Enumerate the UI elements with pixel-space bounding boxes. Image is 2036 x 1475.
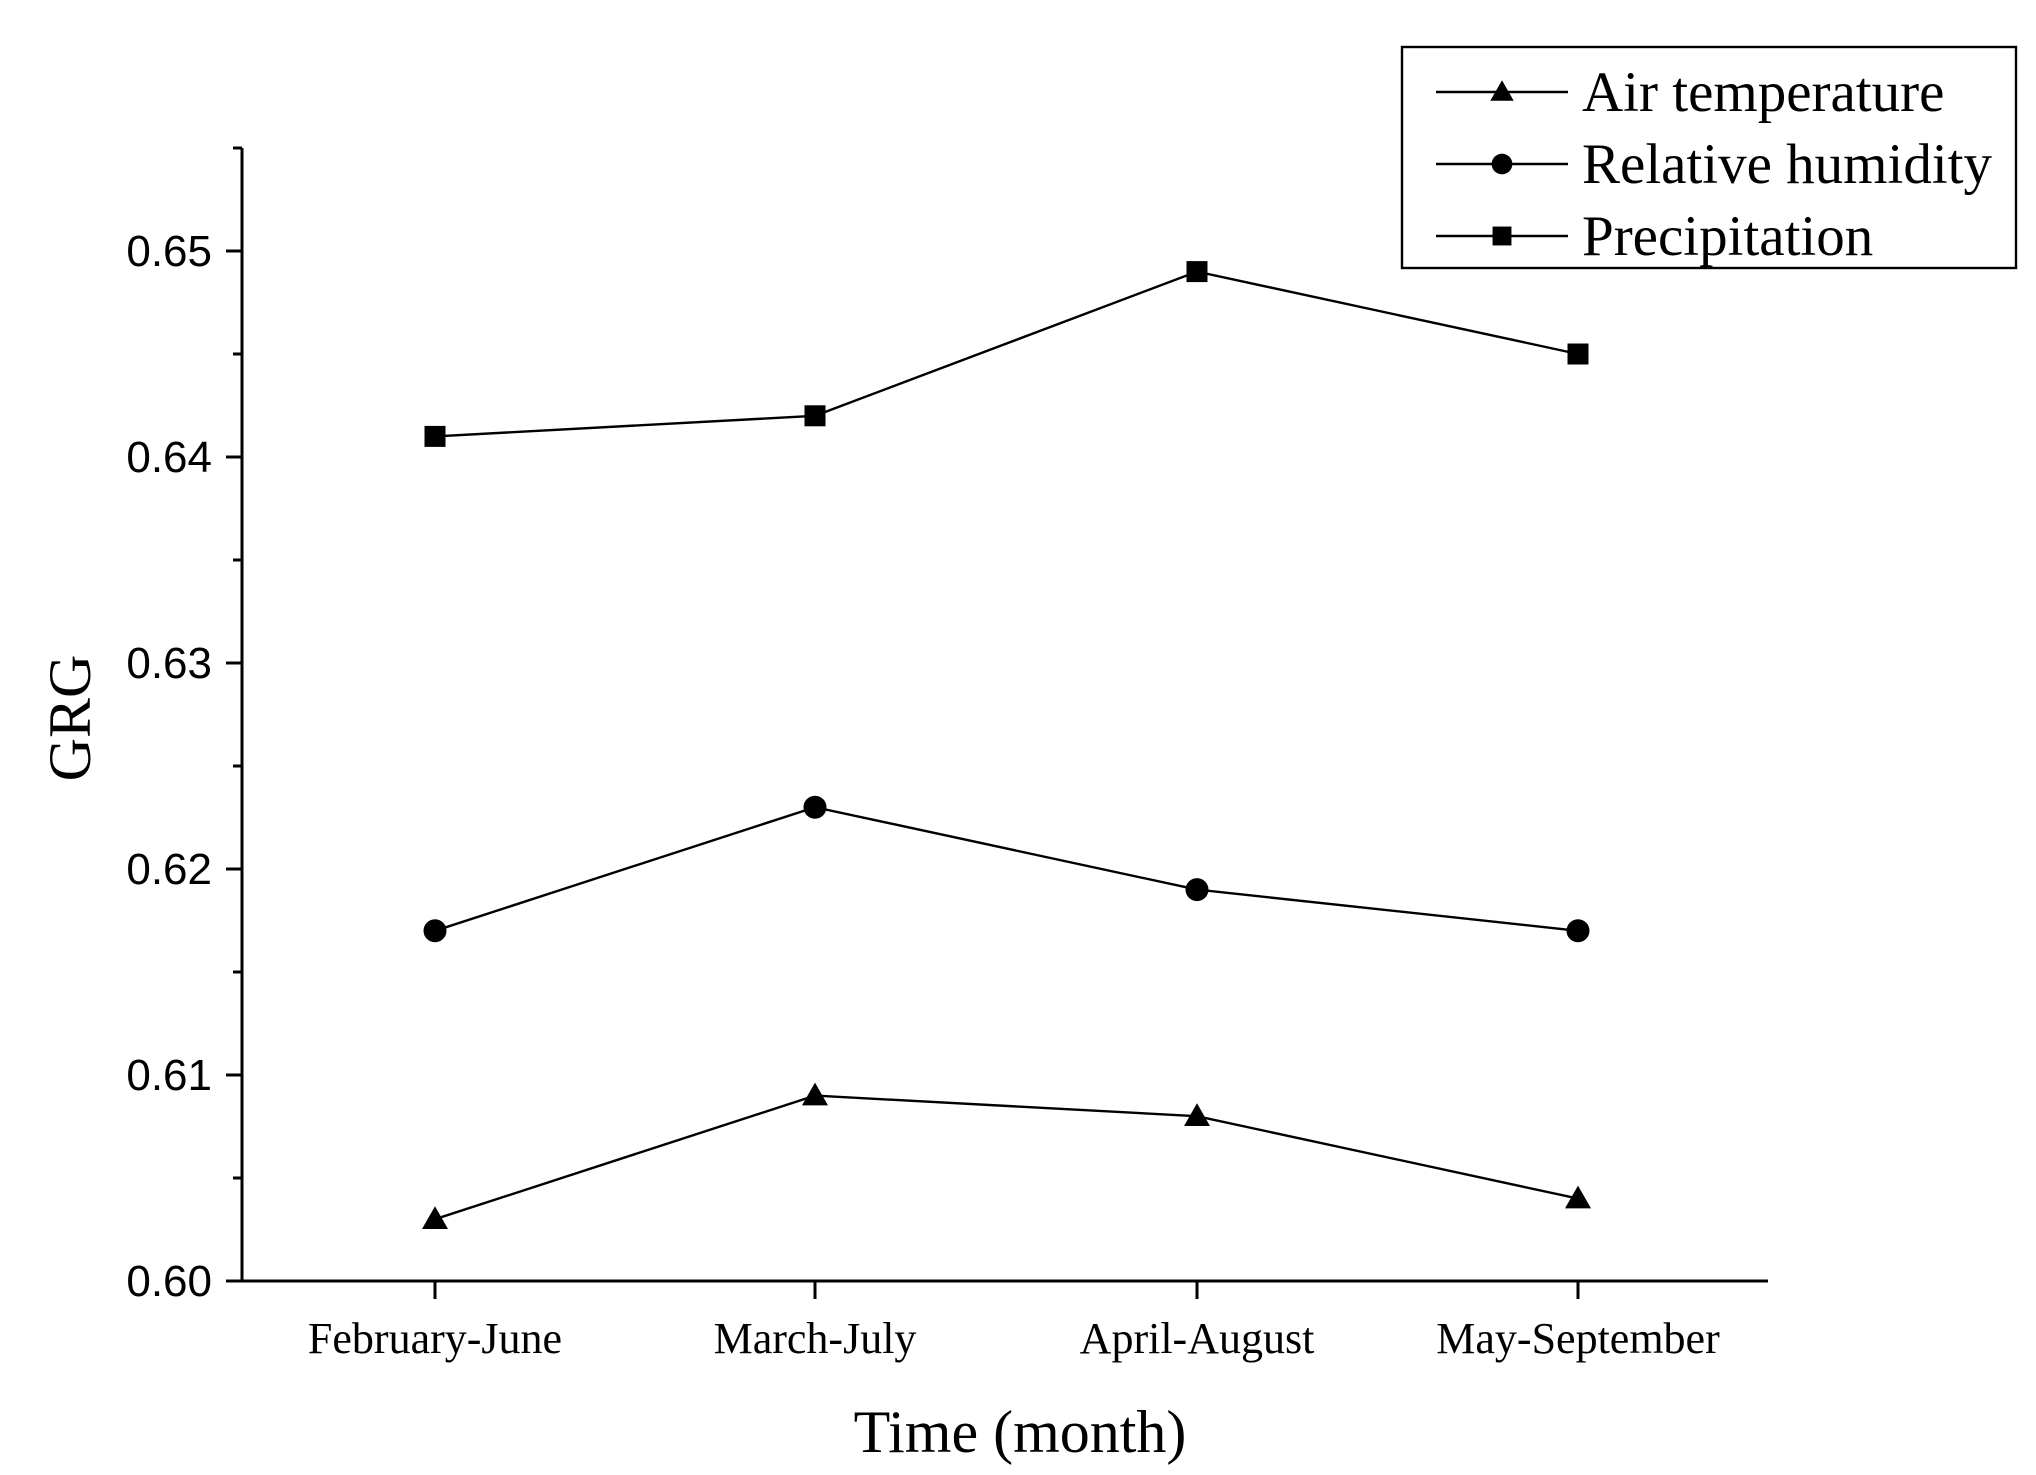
x-axis-title: Time (month) bbox=[854, 1399, 1187, 1465]
legend-item: Precipitation bbox=[1436, 205, 1873, 268]
data-point-square bbox=[424, 425, 446, 447]
y-tick-label: 0.64 bbox=[126, 433, 212, 482]
data-point-triangle bbox=[1565, 1185, 1591, 1209]
y-tick-label: 0.62 bbox=[126, 845, 212, 894]
data-point-circle bbox=[1185, 878, 1209, 902]
legend-item: Air temperature bbox=[1436, 61, 1944, 124]
y-tick-label: 0.61 bbox=[126, 1051, 212, 1100]
x-tick-label: May-September bbox=[1436, 1314, 1720, 1363]
y-tick-label: 0.63 bbox=[126, 639, 212, 688]
y-axis-title: GRG bbox=[37, 655, 103, 782]
legend-item: Relative humidity bbox=[1436, 133, 1993, 196]
x-tick-label: March-July bbox=[714, 1314, 917, 1363]
data-point-square bbox=[804, 405, 826, 427]
x-tick-label: February-June bbox=[308, 1314, 562, 1363]
y-axis-ticks: 0.60 0.61 0.62 0.63 0.64 0.65 bbox=[126, 146, 242, 1306]
legend-label: Air temperature bbox=[1582, 61, 1944, 124]
legend-label: Relative humidity bbox=[1582, 133, 1993, 196]
x-tick-label: April-August bbox=[1080, 1314, 1315, 1363]
series-line bbox=[434, 270, 1579, 438]
y-tick-label: 0.60 bbox=[126, 1257, 212, 1306]
series-line bbox=[434, 1094, 1579, 1221]
series-circle bbox=[423, 795, 1590, 943]
data-point-square bbox=[1567, 343, 1589, 365]
legend-marker-square bbox=[1492, 226, 1512, 246]
series-square bbox=[424, 261, 1589, 447]
axes bbox=[240, 148, 1768, 1283]
legend-marker-circle bbox=[1491, 153, 1513, 175]
legend-label: Precipitation bbox=[1582, 205, 1873, 268]
series-group bbox=[422, 261, 1591, 1229]
legend: Air temperature Relative humidity Precipit… bbox=[1400, 45, 2018, 270]
data-point-square bbox=[1186, 261, 1208, 283]
data-point-circle bbox=[423, 919, 447, 943]
data-point-triangle bbox=[422, 1206, 448, 1229]
y-tick-label: 0.65 bbox=[126, 227, 212, 276]
data-point-circle bbox=[803, 795, 827, 819]
series-line bbox=[434, 805, 1579, 932]
series-triangle bbox=[422, 1082, 1591, 1229]
data-point-triangle bbox=[1184, 1103, 1210, 1126]
data-point-triangle bbox=[802, 1082, 828, 1106]
legend-marker-triangle bbox=[1490, 80, 1514, 101]
data-point-circle bbox=[1566, 919, 1590, 943]
x-axis-ticks: February-June March-July April-August May-S… bbox=[308, 1281, 1720, 1363]
